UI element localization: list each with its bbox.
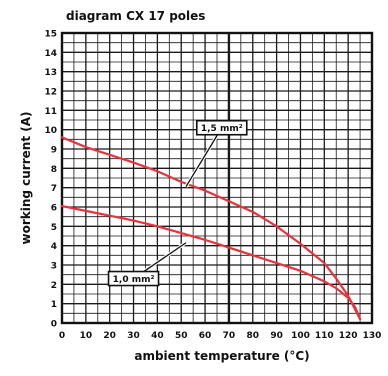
y-tick-label: 13 [44, 68, 57, 78]
x-axis-title: ambient temperature (°C) [134, 349, 309, 363]
callout-box-1 [195, 119, 248, 136]
callout-label-2: 1,0 mm² [113, 275, 155, 285]
x-tick-label: 70 [223, 331, 236, 341]
x-tick-label: 100 [291, 331, 310, 341]
y-tick-label: 3 [51, 262, 57, 272]
y-tick-label: 4 [51, 242, 57, 252]
x-tick-label: 0 [59, 331, 65, 341]
x-tick-label: 30 [127, 331, 140, 341]
chart-title: diagram CX 17 poles [66, 9, 205, 23]
y-tick-label: 8 [51, 165, 57, 175]
series-layer [60, 136, 362, 321]
y-tick-label: 15 [44, 30, 57, 40]
series-line-2 [60, 204, 362, 321]
x-tick-label: 80 [247, 331, 260, 341]
y-tick-label: 9 [51, 146, 57, 156]
y-tick-label: 5 [51, 223, 57, 233]
x-tick-label: 130 [363, 331, 382, 341]
x-tick-label: 20 [103, 331, 116, 341]
x-tick-label: 90 [270, 331, 283, 341]
y-tick-label: 11 [44, 107, 57, 117]
y-tick-label: 1 [51, 300, 57, 310]
y-tick-label: 0 [51, 320, 57, 330]
y-tick-label: 7 [51, 184, 57, 194]
y-tick-label: 14 [44, 49, 57, 59]
annotation-layer: 1,5 mm² 1,0 mm² [107, 119, 248, 287]
y-tick-label: 6 [51, 204, 57, 214]
callout-leader-1 [185, 127, 223, 188]
x-tick-label: 110 [315, 331, 334, 341]
x-tick-label: 60 [199, 331, 212, 341]
callout-label-1: 1,5 mm² [201, 124, 243, 134]
x-tick-label: 50 [175, 331, 188, 341]
plot-frame [60, 31, 374, 325]
x-tick-label: 10 [80, 331, 93, 341]
y-axis-title: working current (A) [19, 112, 33, 245]
x-tick-label: 40 [151, 331, 164, 341]
series-line-1 [60, 136, 362, 321]
y-tick-label: 2 [51, 281, 57, 291]
callout-box-2 [107, 270, 160, 287]
x-tick-label: 120 [339, 331, 358, 341]
y-tick-label: 12 [44, 88, 57, 98]
y-tick-label: 10 [44, 126, 57, 136]
